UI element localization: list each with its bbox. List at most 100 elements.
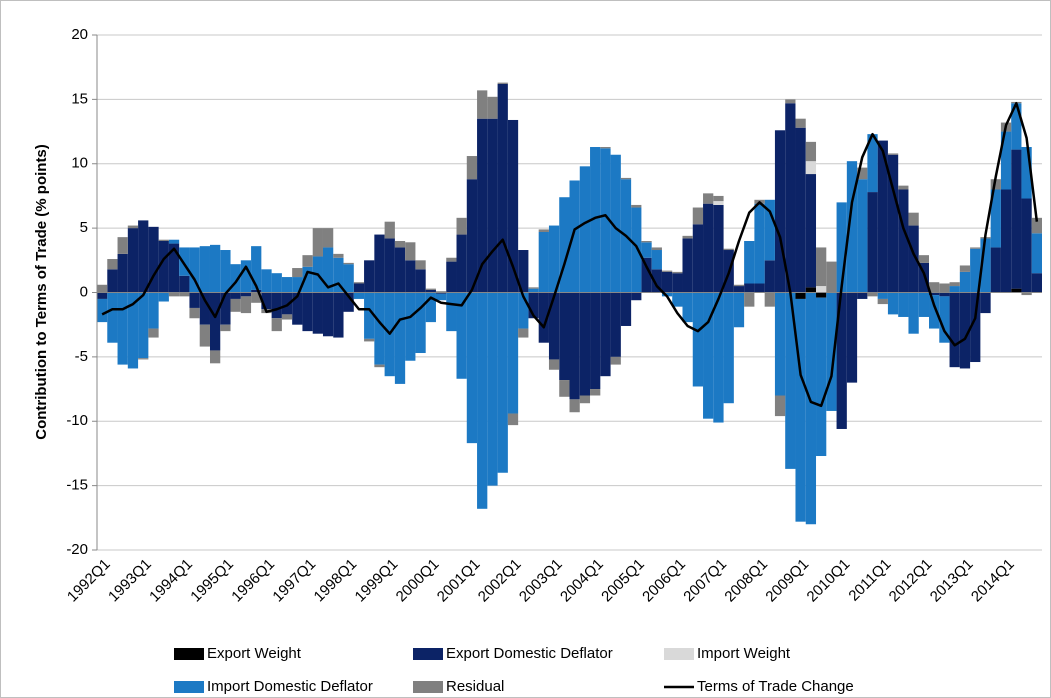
bar-segment bbox=[723, 248, 734, 251]
bar-segment bbox=[959, 271, 971, 293]
bar-segment bbox=[631, 292, 642, 301]
bar-segment bbox=[497, 83, 508, 293]
bar-segment bbox=[425, 292, 436, 323]
bar-segment bbox=[939, 296, 950, 343]
bar-segment bbox=[682, 235, 693, 239]
bar-segment bbox=[682, 292, 693, 323]
bar-segment bbox=[1011, 288, 1022, 293]
bar-segment bbox=[908, 212, 919, 226]
bar-segment bbox=[138, 358, 149, 360]
bar-segment bbox=[1011, 149, 1022, 289]
bar-segment bbox=[970, 292, 981, 363]
bar-segment bbox=[271, 292, 282, 319]
bar-segment bbox=[281, 277, 293, 293]
bar-segment bbox=[610, 356, 621, 365]
bar-segment bbox=[158, 239, 169, 241]
bar-segment bbox=[723, 292, 734, 404]
bar-segment bbox=[569, 399, 580, 413]
bar-segment bbox=[148, 292, 159, 329]
legend-swatch bbox=[664, 648, 694, 660]
bar-segment bbox=[199, 324, 210, 347]
bar-segment bbox=[528, 288, 539, 293]
bar-segment bbox=[312, 292, 323, 334]
bar-segment bbox=[887, 153, 899, 155]
bar-segment bbox=[836, 202, 847, 293]
bar-segment bbox=[230, 298, 241, 312]
bar-segment bbox=[312, 228, 323, 257]
bar-segment bbox=[949, 292, 960, 368]
bar-segment bbox=[805, 174, 817, 288]
bar-segment bbox=[148, 328, 159, 338]
bar-segment bbox=[764, 199, 775, 261]
bar-segment bbox=[364, 292, 375, 339]
bar-segment bbox=[168, 239, 180, 244]
bar-segment bbox=[394, 292, 406, 384]
bar-segment bbox=[220, 324, 231, 332]
bar-segment bbox=[682, 238, 693, 293]
bar-segment bbox=[579, 166, 591, 293]
y-tick-label: -10 bbox=[66, 412, 88, 429]
bar-segment bbox=[713, 204, 724, 293]
bar-segment bbox=[744, 283, 755, 293]
bar-segment bbox=[918, 255, 930, 263]
bar-segment bbox=[435, 292, 447, 294]
bar-segment bbox=[209, 244, 221, 293]
bar-segment bbox=[487, 96, 498, 119]
bar-segment bbox=[374, 234, 385, 293]
bar-segment bbox=[805, 141, 817, 162]
bar-segment bbox=[538, 292, 549, 343]
bar-segment bbox=[189, 307, 200, 319]
bar-segment bbox=[179, 292, 190, 297]
bar-segment bbox=[846, 161, 858, 293]
bar-segment bbox=[322, 228, 334, 248]
bar-segment bbox=[929, 292, 940, 296]
bar-segment bbox=[446, 292, 457, 332]
bar-segment bbox=[816, 247, 827, 287]
bar-segment bbox=[487, 118, 498, 293]
bar-segment bbox=[466, 292, 478, 444]
bar-segment bbox=[754, 203, 765, 284]
bar-segment bbox=[240, 296, 252, 314]
bar-segment bbox=[816, 297, 827, 457]
bar-segment bbox=[528, 287, 539, 289]
bar-segment bbox=[703, 193, 714, 204]
bar-segment bbox=[477, 90, 488, 119]
bar-segment bbox=[785, 99, 796, 104]
bar-segment bbox=[610, 154, 621, 293]
bar-segment bbox=[384, 221, 395, 239]
bar-segment bbox=[1011, 103, 1022, 150]
bar-segment bbox=[600, 292, 611, 377]
legend-label: Import Domestic Deflator bbox=[207, 678, 373, 695]
bar-segment bbox=[918, 292, 930, 317]
bar-segment bbox=[179, 247, 190, 276]
bar-segment bbox=[507, 413, 519, 426]
bar-segment bbox=[302, 255, 313, 267]
bar-segment bbox=[127, 225, 139, 229]
bar-segment bbox=[271, 318, 282, 332]
bar-segment bbox=[374, 292, 385, 365]
bar-segment bbox=[548, 292, 560, 360]
bar-segment bbox=[456, 217, 467, 235]
bar-segment bbox=[425, 289, 436, 293]
bar-segment bbox=[343, 264, 354, 293]
bar-segment bbox=[857, 167, 868, 180]
bar-segment bbox=[292, 268, 303, 278]
bar-segment bbox=[733, 284, 745, 287]
bar-segment bbox=[446, 257, 457, 262]
bar-segment bbox=[343, 292, 354, 312]
bar-segment bbox=[1000, 131, 1012, 190]
bar-segment bbox=[209, 350, 221, 364]
bar-segment bbox=[661, 292, 673, 297]
bar-segment bbox=[435, 293, 447, 301]
bar-segment bbox=[353, 282, 365, 284]
bar-segment bbox=[292, 292, 303, 325]
bar-segment bbox=[189, 247, 200, 293]
bar-segment bbox=[641, 257, 652, 293]
bar-segment bbox=[158, 241, 169, 293]
bar-segment bbox=[230, 264, 241, 293]
bar-segment bbox=[364, 338, 375, 342]
bar-segment bbox=[620, 292, 632, 326]
bar-segment bbox=[507, 119, 519, 293]
bar-segment bbox=[415, 260, 426, 270]
